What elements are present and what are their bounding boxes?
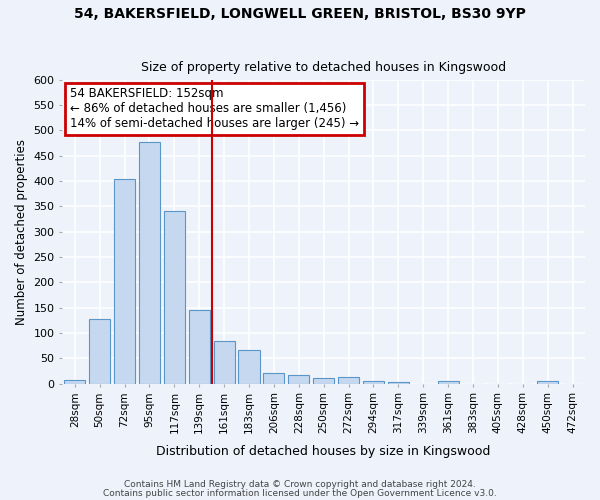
Bar: [437, 381, 458, 384]
Text: 54 BAKERSFIELD: 152sqm
← 86% of detached houses are smaller (1,456)
14% of semi-: 54 BAKERSFIELD: 152sqm ← 86% of detached…: [70, 88, 359, 130]
Bar: [263, 374, 284, 384]
Bar: [338, 376, 359, 384]
Bar: [288, 374, 310, 384]
Bar: [114, 178, 135, 384]
Bar: [214, 340, 235, 384]
Bar: [537, 381, 558, 384]
Bar: [139, 142, 160, 384]
Bar: [363, 380, 384, 384]
Bar: [238, 350, 260, 384]
Bar: [313, 378, 334, 384]
Text: Contains public sector information licensed under the Open Government Licence v3: Contains public sector information licen…: [103, 488, 497, 498]
Text: 54, BAKERSFIELD, LONGWELL GREEN, BRISTOL, BS30 9YP: 54, BAKERSFIELD, LONGWELL GREEN, BRISTOL…: [74, 8, 526, 22]
Y-axis label: Number of detached properties: Number of detached properties: [15, 138, 28, 324]
Bar: [388, 382, 409, 384]
Bar: [64, 380, 85, 384]
Bar: [188, 310, 210, 384]
Bar: [89, 320, 110, 384]
Bar: [164, 212, 185, 384]
Title: Size of property relative to detached houses in Kingswood: Size of property relative to detached ho…: [141, 62, 506, 74]
Text: Contains HM Land Registry data © Crown copyright and database right 2024.: Contains HM Land Registry data © Crown c…: [124, 480, 476, 489]
X-axis label: Distribution of detached houses by size in Kingswood: Distribution of detached houses by size …: [157, 444, 491, 458]
